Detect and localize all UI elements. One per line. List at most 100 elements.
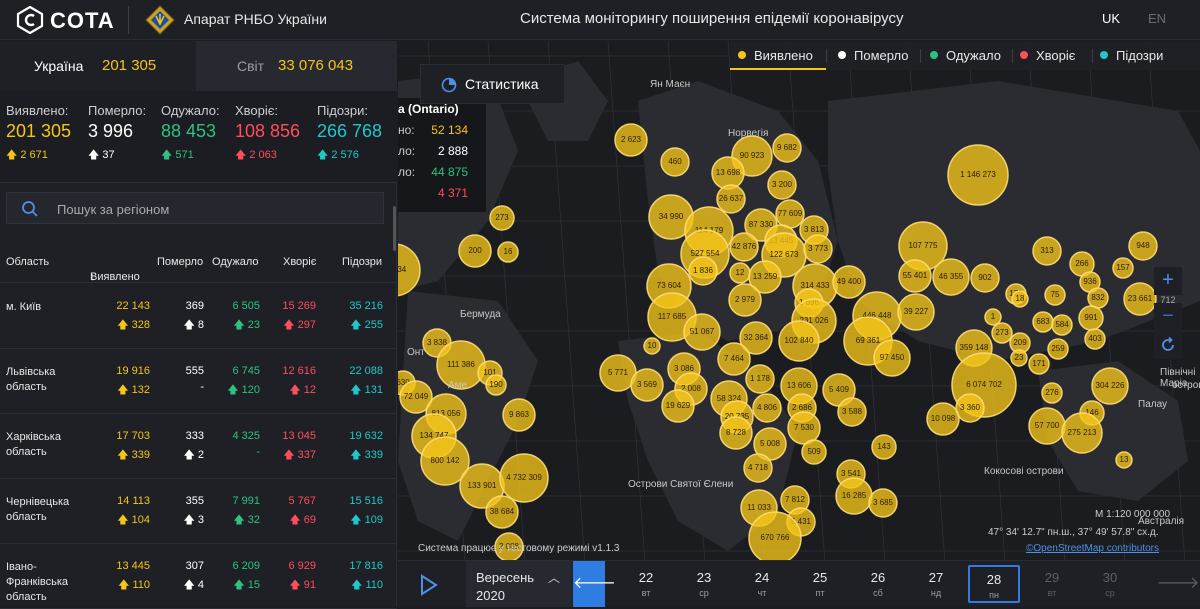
map-canvas[interactable]: 2 623 460 90 923 9 682 1 146 273 13 698 3 200 3… (398, 41, 1200, 606)
case-bubble[interactable]: 832 (1087, 287, 1109, 309)
legend-recovered[interactable]: Одужало (930, 48, 1001, 63)
case-bubble[interactable]: 23 661 (1123, 282, 1157, 316)
day-27[interactable]: 27 нд (910, 561, 962, 607)
case-bubble[interactable]: 1 (984, 308, 1002, 326)
world-map[interactable]: 2 623 460 90 923 9 682 1 146 273 13 698 3 200 3… (398, 41, 1200, 606)
case-bubble[interactable]: 275 213 (1061, 412, 1103, 454)
day-26[interactable]: 26 сб (852, 561, 904, 607)
case-bubble[interactable]: 273 (489, 205, 515, 231)
case-bubble[interactable]: 3 685 (868, 488, 898, 518)
next-day-button[interactable]: 🡒 (1156, 561, 1200, 607)
case-bubble[interactable]: 4 732 309 (499, 453, 549, 503)
case-bubble[interactable]: 276 (1041, 382, 1063, 404)
case-bubble[interactable]: 46 355 (932, 258, 970, 296)
day-24[interactable]: 24 чт (736, 561, 788, 607)
search-icon[interactable] (21, 200, 39, 218)
case-bubble[interactable]: 10 (643, 337, 661, 355)
region-search[interactable] (6, 192, 384, 224)
case-bubble[interactable]: 72 049 (399, 380, 433, 414)
case-bubble[interactable]: 13 259 (748, 260, 782, 294)
day-29[interactable]: 29 вт (1026, 561, 1078, 607)
case-bubble[interactable]: 3 773 (803, 234, 833, 264)
case-bubble[interactable]: 102 840 (778, 320, 820, 362)
table-row[interactable]: Івано-Франківська область 13 445 🡅 110 307 🡅… (0, 544, 397, 609)
col-recovered[interactable]: Одужало (212, 256, 259, 268)
lang-en-button[interactable]: EN (1148, 11, 1167, 26)
case-bubble[interactable]: 49 400 (832, 265, 866, 299)
case-bubble[interactable]: 948 (1128, 231, 1158, 261)
case-bubble[interactable]: 13 698 (711, 156, 745, 190)
zoom-out-button[interactable]: − (1154, 303, 1182, 331)
case-bubble[interactable]: 7 530 (787, 411, 821, 445)
day-30[interactable]: 30 ср (1084, 561, 1136, 607)
case-bubble[interactable]: 9 682 (772, 133, 802, 163)
zoom-in-button[interactable]: + (1154, 267, 1182, 295)
case-bubble[interactable]: 39 227 (897, 293, 935, 331)
sidebar-scrollbar[interactable] (393, 206, 396, 251)
prev-day-button[interactable]: 🡐 (573, 561, 616, 607)
case-bubble[interactable]: 7 812 (780, 485, 810, 515)
case-bubble[interactable]: 13 (1115, 451, 1133, 469)
case-bubble[interactable]: 683 (1032, 311, 1054, 333)
statistics-button[interactable]: Статистика (420, 64, 565, 104)
case-bubble[interactable]: 143 (871, 434, 897, 460)
case-bubble[interactable]: 51 067 (683, 313, 721, 351)
case-bubble[interactable]: 509 (801, 439, 827, 465)
logo-text[interactable]: COTA (50, 8, 115, 33)
lang-uk-button[interactable]: UK (1102, 11, 1121, 26)
day-23[interactable]: 23 ср (678, 561, 730, 607)
case-bubble[interactable]: 3 360 (955, 393, 985, 423)
tab-ukraine[interactable]: Україна 201 305 (0, 41, 195, 91)
case-bubble[interactable]: 273 (991, 322, 1013, 344)
refresh-button[interactable] (1154, 331, 1182, 359)
case-bubble[interactable]: 16 285 (835, 477, 873, 515)
table-row[interactable]: м. Київ 22 143 🡅 328 369 🡅 8 6 505 🡅 23 15 269 🡅… (0, 284, 397, 349)
tab-world[interactable]: Світ 33 076 043 (196, 41, 397, 91)
case-bubble[interactable]: 3 588 (837, 397, 867, 427)
case-bubble[interactable]: 313 (1032, 236, 1062, 266)
case-bubble[interactable]: 304 226 (1091, 367, 1129, 405)
col-died[interactable]: Померло (157, 256, 204, 268)
case-bubble[interactable]: 460 (660, 147, 690, 177)
case-bubble[interactable]: 936 (1079, 271, 1101, 293)
col-region[interactable]: Область (6, 256, 50, 268)
case-bubble[interactable]: 4 806 (752, 393, 782, 423)
col-suspected[interactable]: Підозри (342, 256, 383, 268)
case-bubble[interactable]: 26 637 (716, 184, 746, 214)
case-bubble[interactable]: 584 (1051, 314, 1073, 336)
legend-died[interactable]: Померло (838, 48, 909, 63)
case-bubble[interactable]: 991 (1078, 305, 1104, 331)
case-bubble[interactable]: 3 569 (630, 368, 664, 402)
case-bubble[interactable]: 1 836 (688, 256, 718, 286)
day-25[interactable]: 25 пт (794, 561, 846, 607)
case-bubble[interactable]: 190 (485, 374, 507, 396)
cota-logo-icon[interactable] (16, 6, 44, 34)
case-bubble[interactable]: 75 (1044, 284, 1066, 306)
table-row[interactable]: Львівська область 19 916 🡅 132 555 - 6 745 🡅 1… (0, 349, 397, 414)
case-bubble[interactable]: 259 (1047, 338, 1069, 360)
col-sick[interactable]: Хворіє (283, 256, 317, 268)
month-selector[interactable]: Вересень 2020 ︿ (466, 561, 572, 607)
case-bubble[interactable]: 2 623 (614, 123, 648, 157)
case-bubble[interactable]: 97 450 (873, 339, 911, 377)
case-bubble[interactable]: 57 700 (1028, 407, 1066, 445)
case-bubble[interactable]: 23 (1010, 349, 1028, 367)
search-input[interactable] (57, 200, 357, 218)
case-bubble[interactable]: 12 (729, 262, 751, 284)
case-bubble[interactable]: 902 (970, 263, 1000, 293)
case-bubble[interactable]: 800 142 (420, 436, 470, 486)
case-bubble[interactable]: 8 728 (719, 416, 753, 450)
legend-suspected[interactable]: Підозри (1100, 48, 1163, 63)
legend-sick[interactable]: Хворіє (1020, 48, 1075, 63)
case-bubble[interactable]: 52 134 (398, 243, 421, 297)
case-bubble[interactable]: 32 364 (739, 321, 773, 355)
case-bubble[interactable]: 2 979 (728, 283, 762, 317)
case-bubble[interactable]: 200 (458, 234, 492, 268)
play-icon[interactable] (414, 571, 442, 599)
case-bubble[interactable]: 55 401 (898, 259, 932, 293)
legend-detected[interactable]: Виявлено (738, 48, 813, 63)
case-bubble[interactable]: 16 (497, 241, 519, 263)
case-bubble[interactable]: 7 464 (717, 342, 751, 376)
